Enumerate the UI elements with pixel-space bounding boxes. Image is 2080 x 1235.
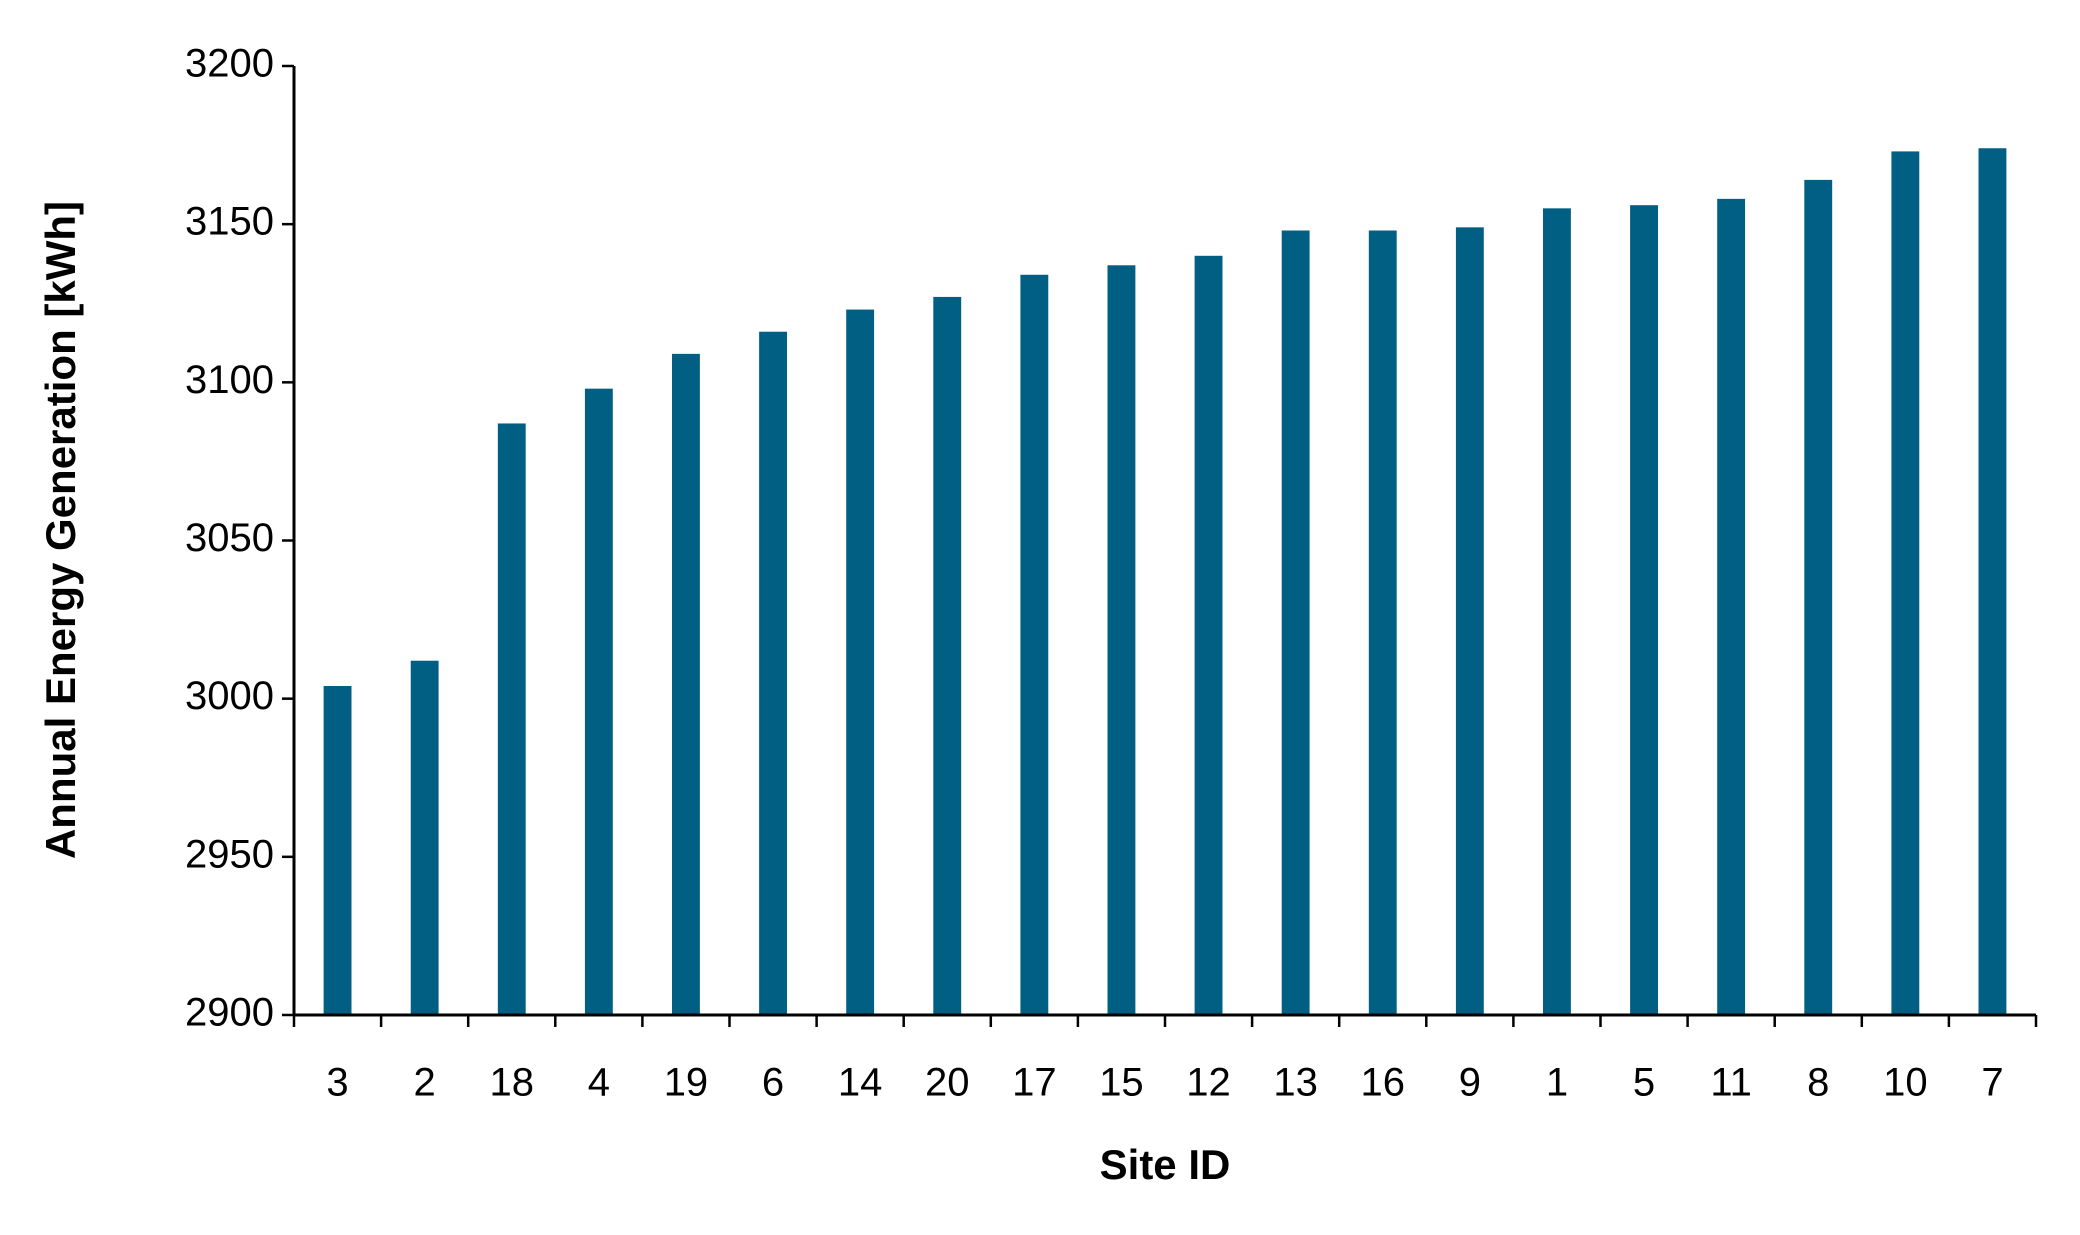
y-tick-label: 3050 — [185, 516, 274, 560]
x-tick-label: 17 — [1012, 1061, 1057, 1105]
x-tick-label: 10 — [1883, 1061, 1928, 1105]
bar — [1455, 227, 1484, 1015]
x-tick-label: 20 — [925, 1061, 970, 1105]
bar — [1020, 274, 1049, 1015]
bar — [1194, 255, 1223, 1016]
x-tick-label: 5 — [1633, 1061, 1655, 1105]
x-tick-label: 13 — [1273, 1061, 1318, 1105]
x-axis-title: Site ID — [1100, 1141, 1231, 1188]
bar — [410, 660, 439, 1015]
bar — [1368, 230, 1397, 1015]
bar — [759, 331, 787, 1016]
x-tick-label: 11 — [1710, 1061, 1752, 1105]
y-axis-title: Annual Energy Generation [kWh] — [37, 201, 84, 859]
x-tick-label: 16 — [1361, 1061, 1406, 1105]
x-tick-label: 3 — [326, 1061, 348, 1105]
x-tick-label: 12 — [1186, 1061, 1231, 1105]
x-tick-label: 14 — [838, 1061, 883, 1105]
x-tick-label: 6 — [762, 1061, 784, 1105]
x-tick-label: 15 — [1099, 1061, 1144, 1105]
bar — [1978, 148, 2007, 1015]
bar — [1107, 265, 1136, 1015]
bar — [497, 423, 526, 1015]
bar — [1891, 151, 1920, 1015]
bar — [1281, 230, 1310, 1015]
x-tick-label: 19 — [664, 1061, 709, 1105]
bar — [846, 309, 875, 1015]
y-tick-label: 3100 — [185, 358, 274, 402]
x-tick-label: 18 — [490, 1061, 535, 1105]
bar — [584, 388, 613, 1015]
bar — [1804, 179, 1833, 1015]
bar — [933, 296, 962, 1015]
y-tick-label: 2950 — [185, 832, 274, 876]
y-tick-label: 3150 — [185, 200, 274, 244]
bar — [1717, 198, 1746, 1016]
x-tick-label: 2 — [414, 1061, 436, 1105]
y-tick-label: 3200 — [185, 42, 274, 86]
bar — [1630, 205, 1658, 1016]
bar — [1543, 208, 1571, 1016]
x-tick-label: 7 — [1981, 1061, 2003, 1105]
bar — [323, 686, 352, 1015]
x-tick-label: 1 — [1546, 1061, 1568, 1105]
bar — [672, 353, 700, 1015]
x-tick-label: 4 — [588, 1061, 610, 1105]
y-tick-label: 3000 — [185, 674, 274, 718]
x-tick-label: 8 — [1807, 1061, 1829, 1105]
x-tick-label: 9 — [1459, 1061, 1481, 1105]
y-tick-label: 2900 — [185, 991, 274, 1035]
